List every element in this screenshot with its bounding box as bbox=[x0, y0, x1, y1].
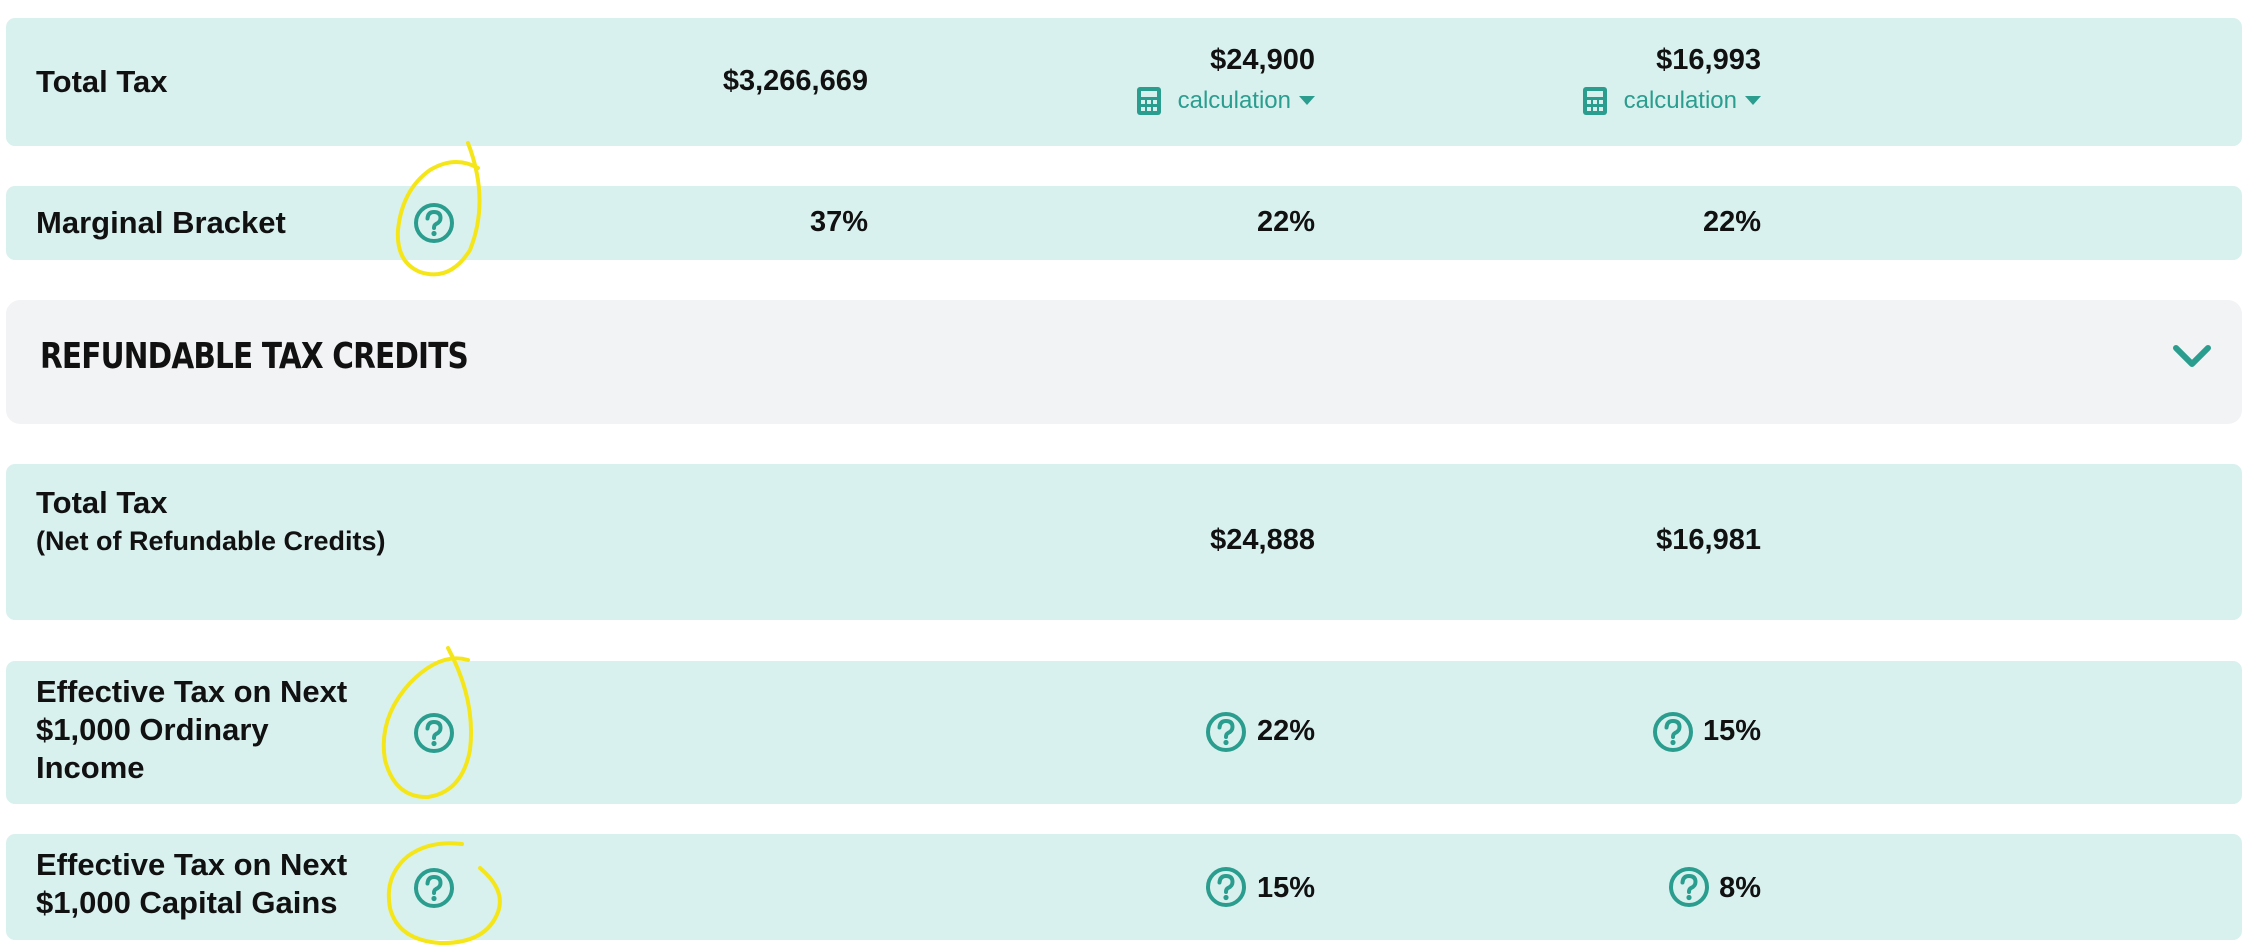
section-title: REFUNDABLE TAX CREDITS bbox=[40, 336, 469, 377]
effective-tax-capital-gains-row: Effective Tax on Next $1,000 Capital Gai… bbox=[6, 834, 2242, 940]
help-circle-icon[interactable] bbox=[412, 866, 456, 910]
row-label-line: Effective Tax on Next bbox=[36, 674, 348, 709]
calculation-label: calculation bbox=[1177, 87, 1291, 114]
value-col-2: 22% bbox=[1256, 715, 1315, 747]
help-circle-icon[interactable] bbox=[1667, 865, 1711, 909]
value-col-2: 22% bbox=[1256, 206, 1315, 238]
value-col-2: $24,888 bbox=[1210, 524, 1315, 556]
refundable-tax-credits-section[interactable]: REFUNDABLE TAX CREDITS bbox=[6, 300, 2242, 424]
value-col-1: $3,266,669 bbox=[722, 65, 868, 97]
help-circle-icon[interactable] bbox=[1204, 865, 1248, 909]
total-tax-row: Total Tax $3,266,669 $24,900 $16,993 cal… bbox=[6, 18, 2242, 146]
value-col-2: $24,900 bbox=[1210, 44, 1315, 76]
caret-down-icon bbox=[1299, 96, 1315, 105]
effective-tax-ordinary-row: Effective Tax on Next $1,000 Ordinary In… bbox=[6, 661, 2242, 804]
value-col-3: $16,981 bbox=[1656, 524, 1761, 556]
row-label-line: $1,000 Capital Gains bbox=[36, 885, 338, 920]
calculation-label: calculation bbox=[1623, 87, 1737, 114]
caret-down-icon bbox=[1745, 96, 1761, 105]
row-label-line: $1,000 Ordinary bbox=[36, 712, 269, 747]
calculation-dropdown-col-2[interactable]: calculation bbox=[1136, 86, 1315, 116]
marginal-bracket-row: Marginal Bracket 37% 22% 22% bbox=[6, 186, 2242, 260]
row-label: Total Tax bbox=[36, 64, 168, 99]
value-col-1: 37% bbox=[809, 206, 868, 238]
value-col-3: 8% bbox=[1719, 872, 1761, 904]
calculator-icon bbox=[1136, 87, 1161, 115]
value-col-3: $16,993 bbox=[1656, 44, 1761, 76]
help-circle-icon[interactable] bbox=[412, 711, 456, 755]
row-label-line: Income bbox=[36, 750, 145, 785]
help-circle-icon[interactable] bbox=[412, 201, 456, 245]
calculator-icon bbox=[1582, 87, 1607, 115]
chevron-down-icon[interactable] bbox=[2172, 342, 2212, 370]
total-tax-net-row: Total Tax (Net of Refundable Credits) $2… bbox=[6, 464, 2242, 620]
row-title: Total Tax bbox=[36, 485, 168, 520]
help-circle-icon[interactable] bbox=[1651, 710, 1695, 754]
row-label: Effective Tax on Next $1,000 Ordinary In… bbox=[36, 673, 347, 787]
value-col-3: 15% bbox=[1702, 715, 1761, 747]
row-label: Marginal Bracket bbox=[36, 205, 286, 240]
row-label: Effective Tax on Next $1,000 Capital Gai… bbox=[36, 846, 347, 922]
help-circle-icon[interactable] bbox=[1204, 710, 1248, 754]
row-sublabel: (Net of Refundable Credits) bbox=[36, 526, 386, 556]
calculation-dropdown-col-3[interactable]: calculation bbox=[1582, 86, 1761, 116]
row-label: Total Tax (Net of Refundable Credits) bbox=[36, 484, 386, 560]
value-col-3: 22% bbox=[1702, 206, 1761, 238]
row-label-line: Effective Tax on Next bbox=[36, 847, 348, 882]
value-col-2: 15% bbox=[1256, 872, 1315, 904]
